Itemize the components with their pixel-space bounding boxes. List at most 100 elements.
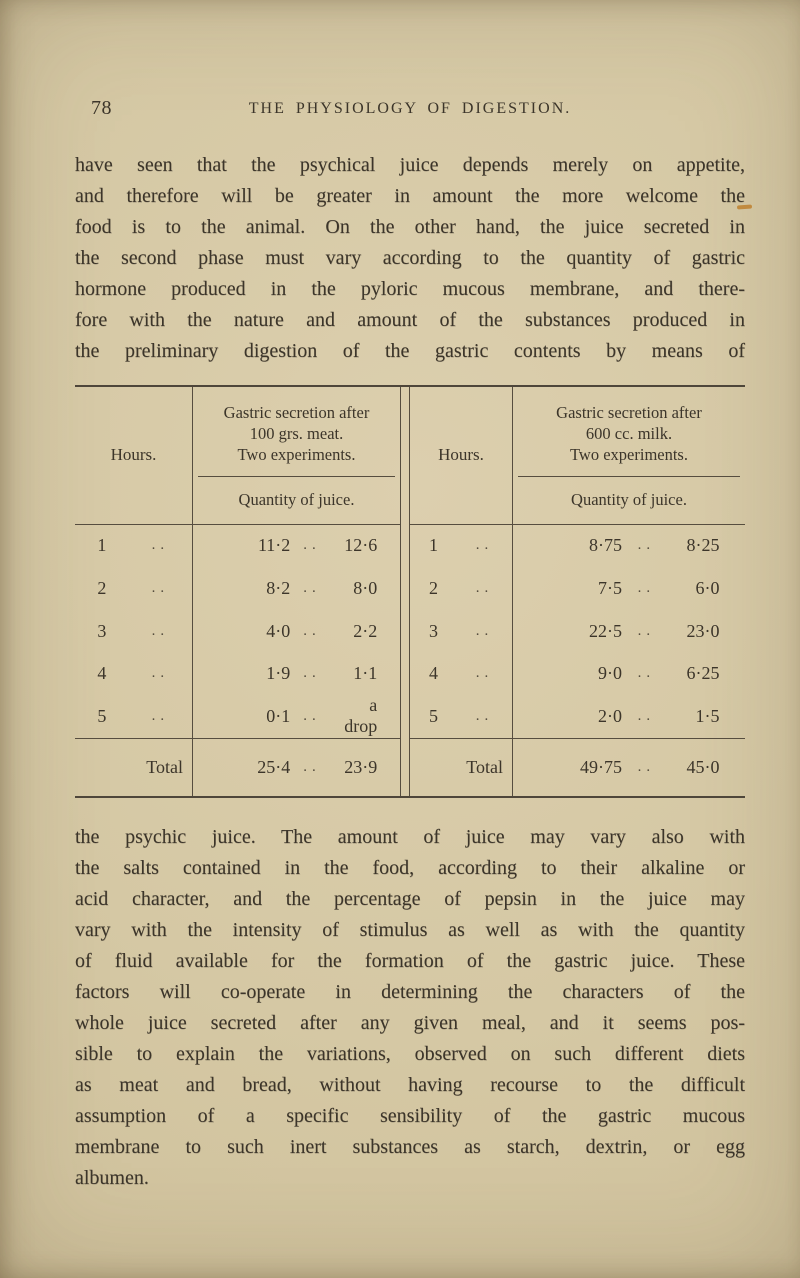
- total-value-exp2: 45·0: [686, 756, 720, 777]
- dot-leader: ..: [475, 622, 494, 639]
- juice-value-exp2: 6·0: [695, 578, 720, 599]
- dot-leader: ..: [637, 537, 656, 554]
- text-line: whole juice secreted after any given mea…: [75, 1012, 745, 1034]
- juice-value-exp1: 1·9: [266, 663, 291, 684]
- dot-leader: ..: [475, 580, 494, 597]
- hours-value: 3: [428, 620, 438, 641]
- juice-value-exp1: 22·5: [589, 620, 623, 641]
- table-row: 3.. 4·0.. 2·2: [75, 609, 400, 653]
- hours-value: 1: [428, 535, 438, 556]
- secretion-header-line: Gastric secretion after: [223, 403, 370, 422]
- secretion-header-cell: Gastric secretion after 100 grs. meat. T…: [193, 387, 400, 524]
- dot-leader: ..: [637, 622, 656, 639]
- juice-value-exp2: a drop: [344, 695, 378, 737]
- text-line: hormone produced in the pyloric mucous m…: [75, 278, 745, 300]
- dot-leader: ..: [637, 665, 656, 682]
- dot-leader: ..: [151, 707, 170, 724]
- table-half-milk: Hours. Gastric secretion after 600 cc. m…: [410, 387, 745, 796]
- juice-value-exp2: 8·0: [353, 578, 378, 599]
- paragraph-bottom: the psychic juice. The amount of juice m…: [75, 822, 745, 1194]
- juice-value-exp2: 6·25: [686, 663, 720, 684]
- dot-leader: ..: [637, 580, 656, 597]
- hours-value: 4: [97, 663, 107, 684]
- dot-leader: ..: [303, 622, 321, 639]
- table-row: 2.. 8·2.. 8·0: [75, 567, 400, 610]
- text-line: and therefore will be greater in amount …: [75, 185, 745, 207]
- hours-value: 3: [97, 620, 107, 641]
- juice-value-exp2: 23·0: [686, 620, 720, 641]
- text-line: sible to explain the variations, observe…: [75, 1043, 745, 1065]
- table-row: 1.. 11·2.. 12·6: [75, 524, 400, 568]
- dot-leader: ..: [637, 758, 656, 775]
- text-line: the psychic juice. The amount of juice m…: [75, 826, 745, 848]
- hours-value: 1: [97, 535, 107, 556]
- secretion-header-cell: Gastric secretion after 600 cc. milk. Tw…: [513, 387, 745, 524]
- secretion-header-text: Gastric secretion after 100 grs. meat. T…: [193, 387, 400, 465]
- hours-header-label: Hours.: [438, 445, 484, 465]
- secretion-header-line: Two experiments.: [570, 445, 688, 464]
- text-line: membrane to such inert substances as sta…: [75, 1136, 745, 1158]
- page-header: 78 THE PHYSIOLOGY OF DIGESTION.: [75, 97, 745, 123]
- text-line: assumption of a specific sensibility of …: [75, 1105, 745, 1127]
- juice-value-exp1: 11·2: [257, 535, 291, 556]
- hours-value: 2: [428, 578, 438, 599]
- juice-value-exp1: 8·75: [589, 535, 623, 556]
- dot-leader: ..: [303, 758, 321, 775]
- hours-header-cell: Hours.: [75, 387, 193, 524]
- text-line: albumen.: [75, 1167, 149, 1189]
- juice-value-exp1: 2·0: [598, 705, 623, 726]
- table-header-milk: Hours. Gastric secretion after 600 cc. m…: [410, 387, 745, 525]
- running-head-title: THE PHYSIOLOGY OF DIGESTION.: [248, 100, 572, 117]
- secretion-header-line: 100 grs. meat.: [249, 424, 344, 443]
- dot-leader: ..: [151, 580, 170, 597]
- dot-leader: ..: [303, 580, 321, 597]
- secretion-header-line: 600 cc. milk.: [585, 424, 673, 443]
- juice-value-exp2: 12·6: [344, 535, 378, 556]
- dot-leader: ..: [303, 665, 321, 682]
- dot-leader: ..: [151, 537, 170, 554]
- secretion-header-text: Gastric secretion after 600 cc. milk. Tw…: [513, 387, 745, 465]
- table-row: 2.. 7·5.. 6·0: [410, 567, 745, 610]
- hours-value: 4: [428, 663, 438, 684]
- text-line: food is to the animal. On the other hand…: [75, 216, 745, 238]
- secretion-header-line: Two experiments.: [237, 445, 356, 464]
- text-line: fore with the nature and amount of the s…: [75, 309, 745, 331]
- table-total-row: Total 25·4.. 23·9: [75, 737, 400, 796]
- juice-value-exp1: 4·0: [266, 620, 291, 641]
- dot-leader: ..: [303, 707, 321, 724]
- table-total-row: Total 49·75.. 45·0: [410, 737, 745, 796]
- text-line: of fluid available for the formation of …: [75, 950, 745, 972]
- page-number: 78: [91, 97, 112, 119]
- text-line: have seen that the psychical juice depen…: [75, 154, 745, 176]
- table-row: 5.. 0·1.. a drop: [75, 694, 400, 738]
- dot-leader: ..: [151, 622, 170, 639]
- table-row: 5.. 2·0.. 1·5: [410, 694, 745, 738]
- juice-value-exp1: 0·1: [266, 705, 291, 726]
- table-header-meat: Hours. Gastric secretion after 100 grs. …: [75, 387, 400, 525]
- secretion-header-line: Gastric secretion after: [556, 403, 702, 422]
- hours-value: 5: [97, 705, 107, 726]
- hours-value: 2: [97, 578, 107, 599]
- juice-value-exp2: 1·5: [695, 705, 720, 726]
- juice-value-exp1: 7·5: [598, 578, 623, 599]
- dot-leader: ..: [475, 665, 494, 682]
- dot-leader: ..: [475, 707, 494, 724]
- text-line: acid character, and the percentage of pe…: [75, 888, 745, 910]
- header-divider-rule: [198, 476, 395, 477]
- juice-value-exp1: 9·0: [598, 663, 623, 684]
- juice-value-exp1: 8·2: [266, 578, 291, 599]
- quantity-header-label: Quantity of juice.: [571, 490, 687, 510]
- table-row: 1.. 8·75.. 8·25: [410, 524, 745, 568]
- total-label: Total: [466, 756, 503, 777]
- total-value-exp2: 23·9: [344, 756, 378, 777]
- table-row: 4.. 9·0.. 6·25: [410, 652, 745, 695]
- dot-leader: ..: [303, 537, 321, 554]
- dot-leader: ..: [475, 537, 494, 554]
- gastric-secretion-table: Hours. Gastric secretion after 100 grs. …: [75, 385, 745, 798]
- paragraph-top: have seen that the psychical juice depen…: [75, 150, 745, 367]
- quantity-header-label: Quantity of juice.: [238, 490, 355, 510]
- juice-value-exp2: 8·25: [686, 535, 720, 556]
- hours-header-cell: Hours.: [410, 387, 513, 524]
- header-divider-rule: [518, 476, 740, 477]
- text-line: the second phase must vary according to …: [75, 247, 745, 269]
